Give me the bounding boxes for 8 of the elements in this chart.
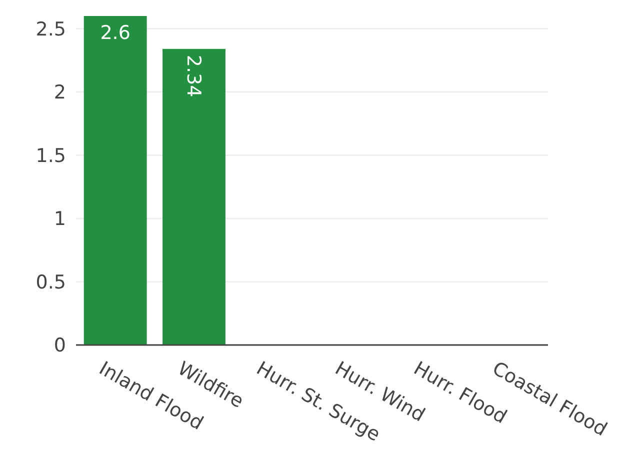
y-tick-label: 0	[54, 334, 66, 357]
y-tick-label: 2	[54, 82, 66, 104]
y-tick-label: 1.5	[36, 144, 66, 167]
y-tick-label: 1	[54, 208, 66, 230]
data-label: 2.34	[182, 54, 204, 98]
data-label: 2.6	[100, 22, 130, 44]
y-tick-label: 2.5	[36, 18, 66, 40]
y-tick-label: 0.5	[36, 271, 66, 294]
